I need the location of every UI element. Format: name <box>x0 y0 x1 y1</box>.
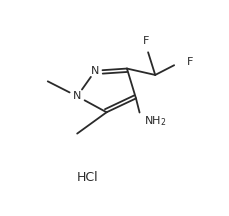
Text: F: F <box>186 57 193 67</box>
Text: N: N <box>73 91 81 101</box>
Text: F: F <box>143 36 149 46</box>
Text: HCl: HCl <box>76 171 98 184</box>
Text: N: N <box>91 66 99 76</box>
Text: NH$_2$: NH$_2$ <box>144 114 166 128</box>
